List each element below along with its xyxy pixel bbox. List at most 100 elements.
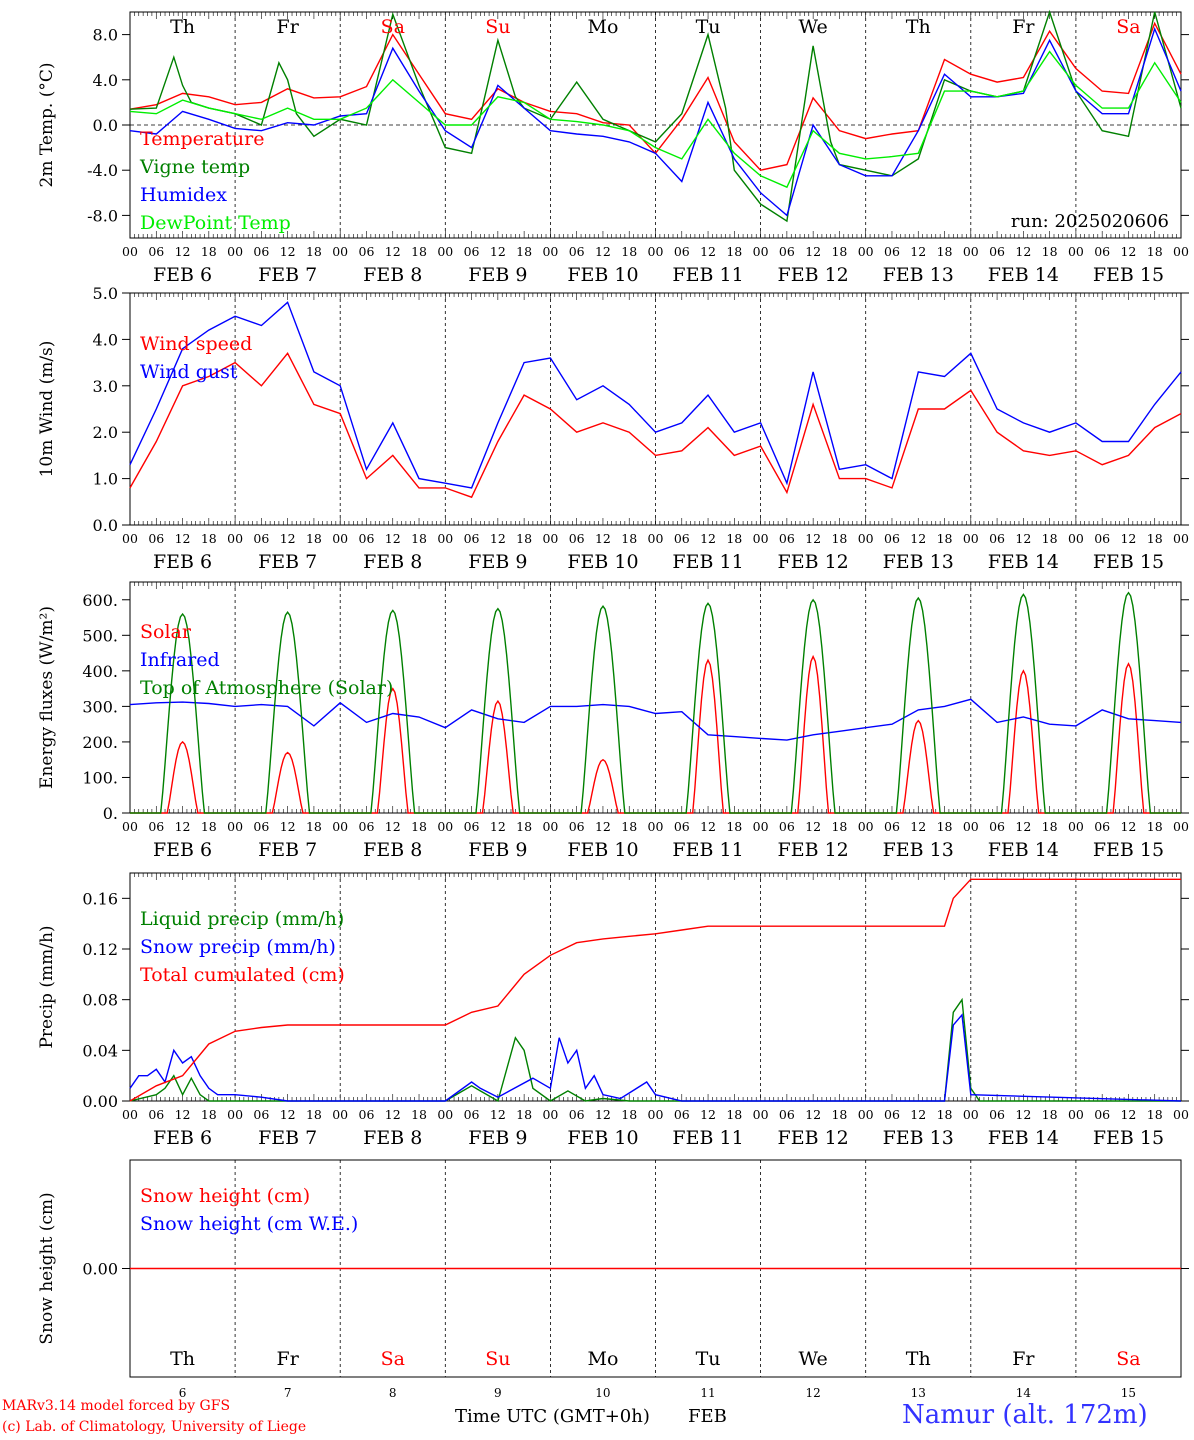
hour-label: 12: [1015, 244, 1031, 259]
day-name-label: Sa: [381, 1348, 405, 1370]
date-label: FEB 14: [988, 1127, 1059, 1149]
y-tick-label: 300.: [82, 697, 118, 716]
hour-label: 06: [464, 531, 480, 546]
hour-label: 06: [779, 819, 795, 834]
legend-entry: DewPoint Temp: [140, 212, 291, 234]
day-number-label: 10: [595, 1386, 610, 1400]
hour-label: 18: [1147, 531, 1163, 546]
day-name-label: We: [799, 16, 828, 38]
hour-label: 18: [516, 819, 532, 834]
hour-label: 18: [831, 1107, 847, 1122]
hour-label: 06: [569, 531, 585, 546]
y-tick-label: 2.0: [93, 423, 118, 442]
hour-label: 18: [831, 531, 847, 546]
hour-label: 00: [122, 244, 138, 259]
hour-label: 06: [989, 1107, 1005, 1122]
hour-label: 18: [411, 1107, 427, 1122]
day-name-label: Mo: [587, 16, 618, 38]
hour-label: 18: [411, 244, 427, 259]
hour-label: 18: [201, 531, 217, 546]
hour-label: 00: [1068, 244, 1084, 259]
hour-label: 00: [332, 244, 348, 259]
legend-entry: Top of Atmosphere (Solar): [140, 677, 393, 699]
hour-label: 00: [437, 531, 453, 546]
hour-label: 12: [910, 531, 926, 546]
hour-label: 06: [359, 1107, 375, 1122]
hour-label: 12: [700, 819, 716, 834]
y-tick-label: 400.: [82, 662, 118, 681]
hour-label: 00: [122, 819, 138, 834]
hour-label: 12: [490, 1107, 506, 1122]
hour-label: 00: [1173, 819, 1189, 834]
y-tick-label: 1.0: [93, 470, 118, 489]
day-name-label: Tu: [696, 1348, 721, 1370]
legend-entry: Snow height (cm W.E.): [140, 1213, 358, 1235]
hour-label: 06: [359, 531, 375, 546]
hour-label: 00: [858, 819, 874, 834]
hour-label: 00: [332, 531, 348, 546]
y-axis-label: 10m Wind (m/s): [37, 341, 57, 478]
hour-label: 06: [989, 531, 1005, 546]
hour-label: 00: [122, 531, 138, 546]
date-label: FEB 6: [153, 551, 212, 573]
hour-label: 12: [1120, 244, 1136, 259]
hour-label: 00: [1068, 531, 1084, 546]
date-label: FEB 12: [778, 551, 849, 573]
hour-label: 06: [253, 244, 269, 259]
series-line-top-of-atmosphere-solar-: [130, 591, 1181, 814]
month-label: FEB: [688, 1406, 727, 1427]
date-label: FEB 15: [1093, 551, 1164, 573]
day-name-label: Th: [170, 16, 195, 38]
date-label: FEB 11: [672, 1127, 743, 1149]
hour-label: 18: [937, 1107, 953, 1122]
hour-label: 12: [175, 819, 191, 834]
lab-credit: (c) Lab. of Climatology, University of L…: [2, 1419, 307, 1435]
hour-label: 00: [858, 244, 874, 259]
hour-label: 18: [937, 819, 953, 834]
legend-entry: Humidex: [140, 184, 227, 206]
legend-entry: Wind gust: [140, 361, 238, 383]
date-label: FEB 9: [468, 264, 527, 286]
date-label: FEB 7: [258, 264, 317, 286]
hour-label: 00: [753, 244, 769, 259]
y-axis-label: Energy fluxes (W/m²): [37, 606, 57, 789]
hour-label: 18: [201, 1107, 217, 1122]
panel-5: 0.00 Snow height (cm) Snow height (cm) Snow…: [37, 1159, 1189, 1400]
date-label: FEB 10: [567, 264, 638, 286]
hour-label: 12: [490, 819, 506, 834]
hour-label: 12: [175, 244, 191, 259]
y-tick-label: 5.0: [93, 284, 118, 303]
legend-entry: Vigne temp: [139, 156, 250, 178]
y-tick-label: -4.0: [87, 161, 118, 180]
hour-label: 18: [621, 1107, 637, 1122]
hour-label: 06: [779, 1107, 795, 1122]
date-label: FEB 15: [1093, 1127, 1164, 1149]
day-number-label: 8: [389, 1386, 397, 1400]
hour-label: 06: [253, 531, 269, 546]
date-label: FEB 8: [363, 264, 422, 286]
hour-label: 18: [726, 531, 742, 546]
hour-label: 06: [569, 1107, 585, 1122]
hour-label: 18: [1147, 1107, 1163, 1122]
hour-label: 06: [779, 531, 795, 546]
y-tick-label: 100.: [82, 768, 118, 787]
day-name-label: Th: [170, 1348, 195, 1370]
y-tick-label: 0.00: [82, 1092, 118, 1111]
hour-label: 00: [1173, 531, 1189, 546]
hour-label: 18: [516, 244, 532, 259]
hour-label: 06: [674, 531, 690, 546]
hour-label: 12: [280, 1107, 296, 1122]
station-label: Namur (alt. 172m): [902, 1400, 1148, 1430]
series-line-infrared: [129, 698, 1182, 741]
y-axis-label: 2m Temp. (°C): [37, 62, 57, 187]
date-label: FEB 7: [258, 551, 317, 573]
date-label: FEB 10: [567, 1127, 638, 1149]
hour-label: 12: [1120, 1107, 1136, 1122]
hour-label: 18: [306, 531, 322, 546]
hour-label: 00: [1068, 819, 1084, 834]
hour-label: 00: [1173, 244, 1189, 259]
hour-label: 00: [858, 531, 874, 546]
hour-label: 12: [1120, 531, 1136, 546]
hour-label: 12: [700, 244, 716, 259]
y-tick-label: 200.: [82, 733, 118, 752]
